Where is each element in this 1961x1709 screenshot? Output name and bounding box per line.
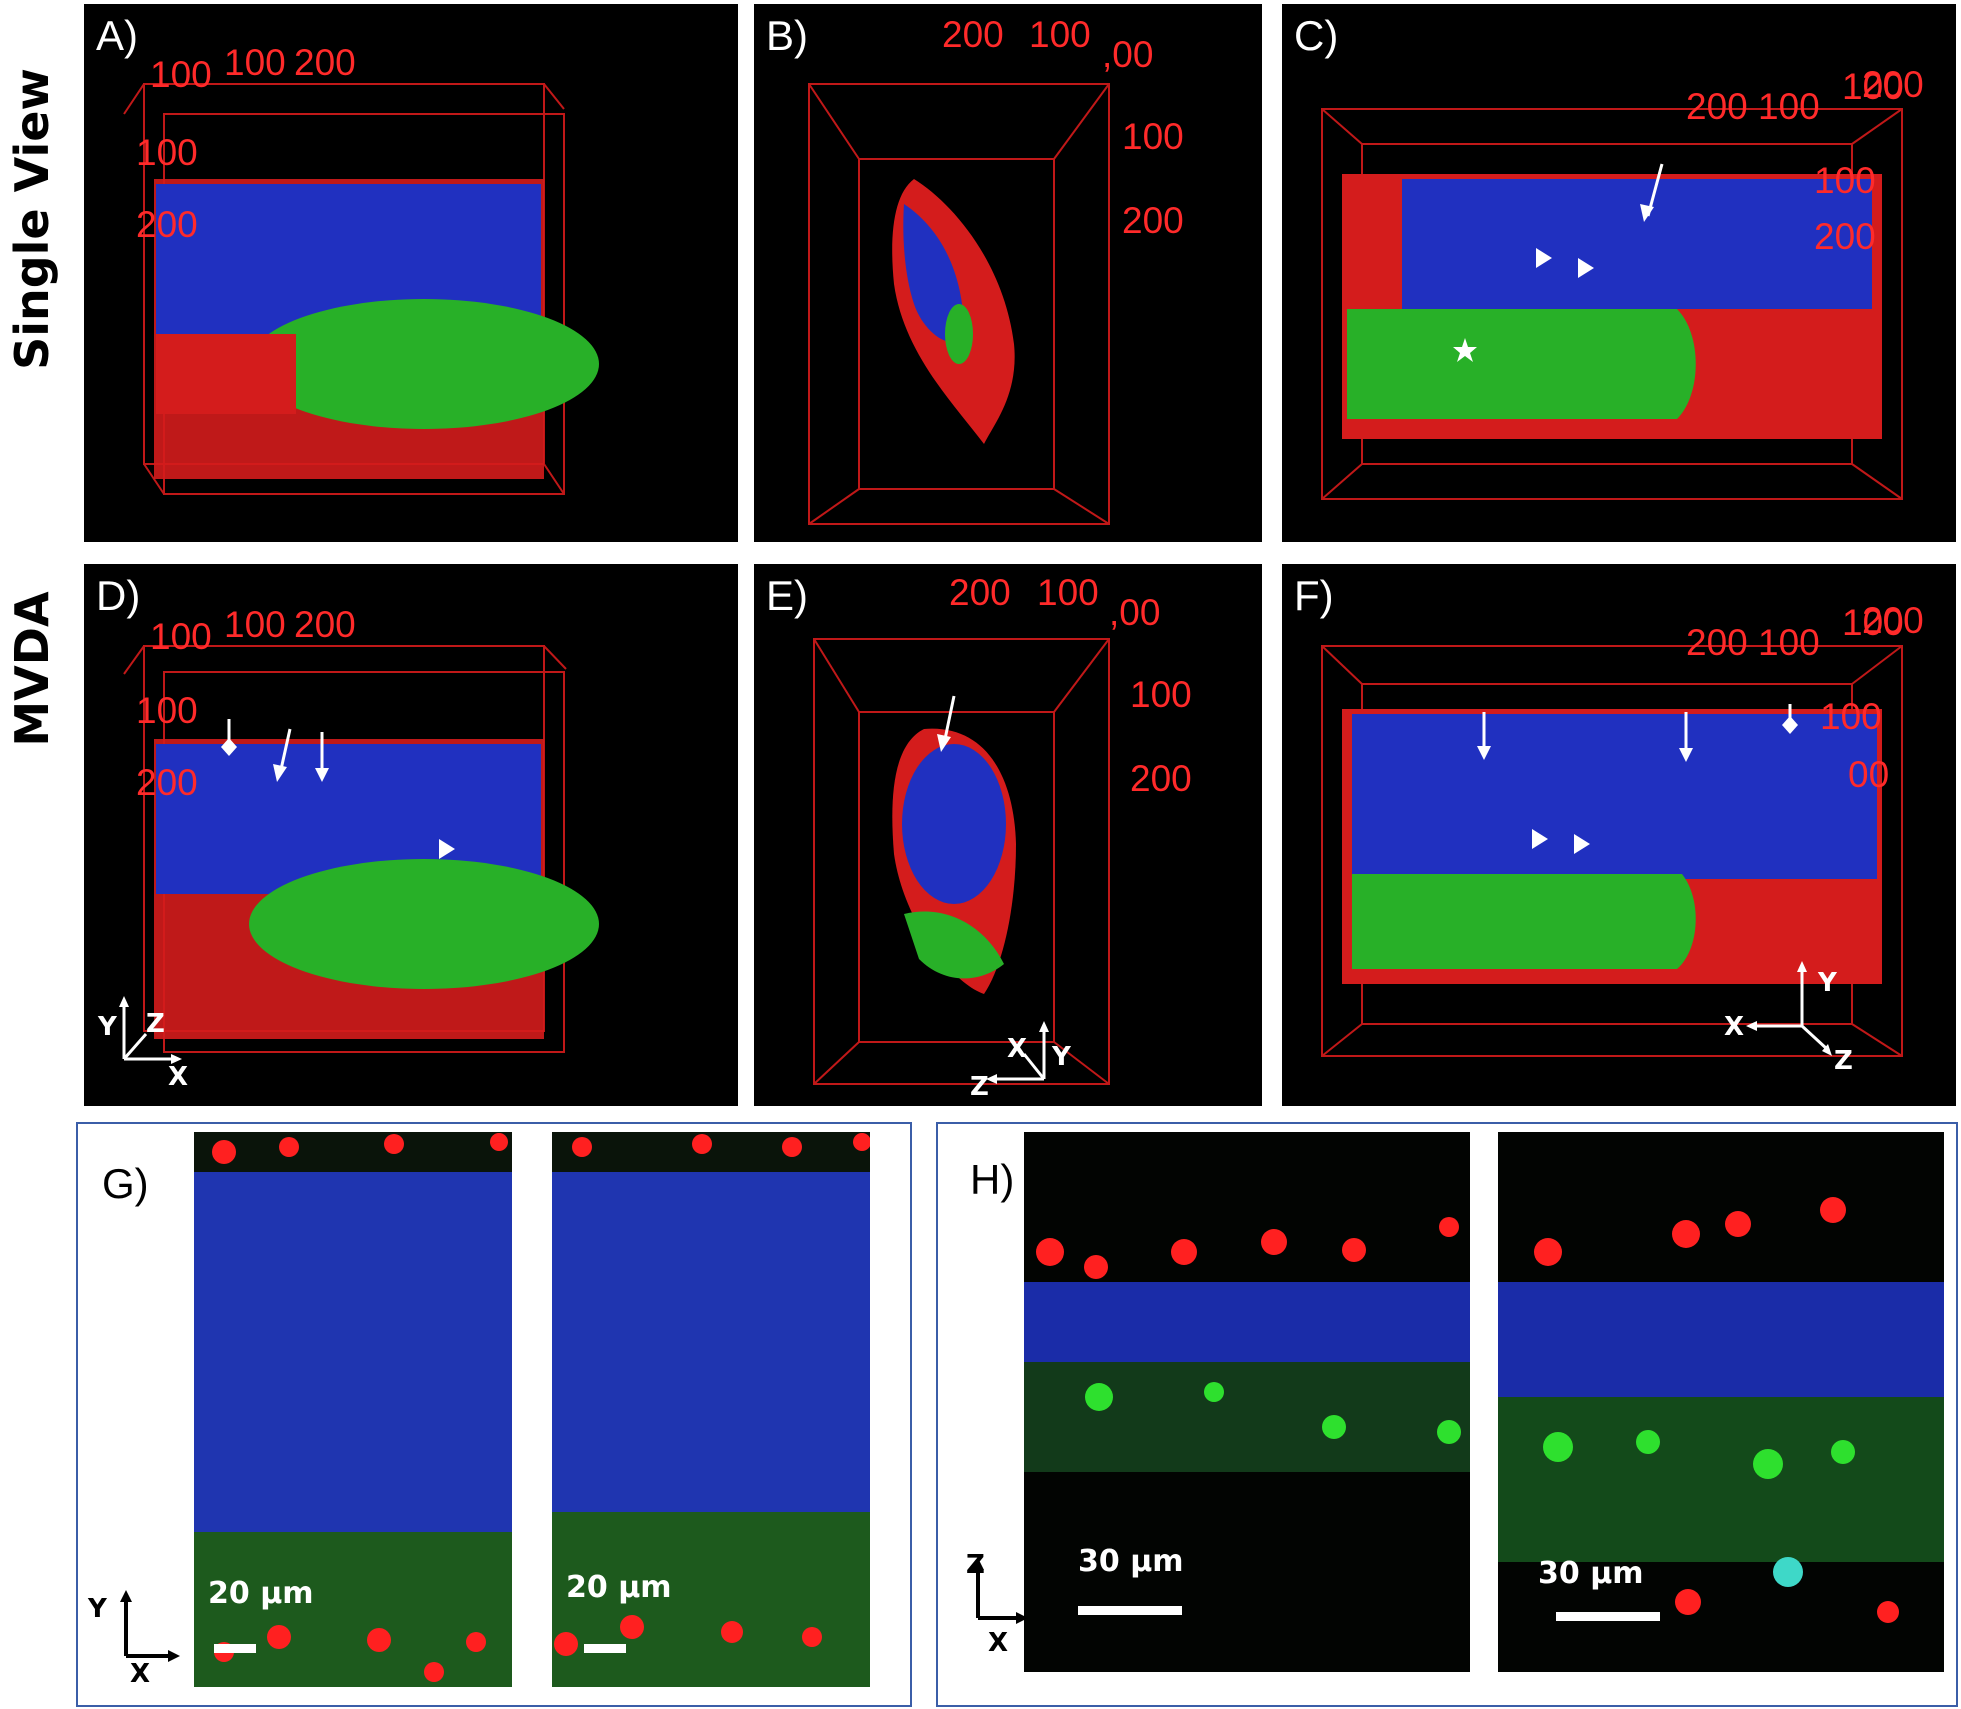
panel-g-scale-right-bar [584,1644,626,1653]
panel-h-image-left: 30 µm [1024,1132,1470,1672]
panel-f-tick-4: 200 [1862,600,1924,641]
panel-h-axis-z: Z [966,1550,985,1580]
panel-d-tick-3: 200 [294,604,356,645]
panel-g-left-render [194,1132,512,1687]
panel-b-tick-4: 100 [1122,116,1184,157]
panel-b-tick-3: ,00 [1102,34,1154,75]
panel-a-tick-3: 200 [294,42,356,83]
panel-f-axis-x: X [1724,1012,1745,1042]
panel-h-left-render [1024,1132,1470,1672]
panel-g-right-render [552,1132,870,1687]
panel-h-right-render [1498,1132,1944,1672]
panel-h-scale-right-label: 30 µm [1538,1556,1644,1591]
panel-a-tick-5: 200 [136,204,198,245]
panel-e-label: E) [766,572,808,619]
panel-g-axis-icon [120,1590,180,1662]
panel-c-tick-4: 200 [1862,64,1924,105]
panel-b-tick-1: 200 [942,14,1004,55]
panel-c-tick-6: 200 [1814,216,1876,257]
panel-d-tick-5: 200 [136,762,198,803]
panel-h-scale-left-bar [1078,1606,1182,1615]
panel-c-tick-5: 100 [1814,160,1876,201]
row-label-mvda: MVDA [5,591,59,747]
panel-c-tick-3: 100 [1842,66,1904,107]
panel-h-label: H) [970,1156,1015,1203]
panel-d-axis-x: X [168,1062,189,1092]
panel-b: B) 200 100 ,00 100 200 [754,4,1262,542]
panel-g-scale-left-label: 20 µm [208,1576,314,1611]
panel-d-tick-2: 100 [224,604,286,645]
panel-g-scale-left-bar [214,1644,256,1653]
panel-b-tick-2: 100 [1029,14,1091,55]
panel-b-tick-5: 200 [1122,200,1184,241]
panel-h-axis-icon [972,1558,1028,1624]
panel-g-image-left: 20 µm [194,1132,512,1687]
panel-e-tick-2: 100 [1037,572,1099,613]
panel-e: E) 200 100 ,00 100 200 X Y Z [754,564,1262,1106]
panel-d-label: D) [96,572,141,619]
panel-c-label: C) [1294,12,1339,59]
panel-f-render [1321,645,1903,1057]
panel-a-label: A) [96,12,138,59]
panel-f-label: F) [1294,572,1334,619]
panel-d-render [123,645,599,1053]
panel-e-axis-x: X [1007,1034,1028,1064]
panel-e-tick-3: ,00 [1109,592,1161,633]
panel-a-render [123,83,599,495]
panel-f-annotations [1477,704,1832,1056]
panel-a-tick-1: 100 [150,54,212,95]
panel-d-annotations [119,719,455,1064]
panel-g: G) 20 µm 20 µm Y X [76,1122,912,1707]
row-label-single-view: Single View [5,68,59,370]
panel-g-axis-y: Y [88,1594,107,1624]
panel-e-tick-4: 100 [1130,674,1192,715]
panel-g-axis-x: X [130,1659,151,1689]
panel-c: C) 200 100 100 200 100 200 [1282,4,1956,542]
panel-f: F) 200 100 100 200 100 00 Y X Z [1282,564,1956,1106]
panel-f-tick-5: 100 [1820,696,1882,737]
panel-f-tick-6: 00 [1848,754,1890,795]
panel-h: H) 30 µm 30 µm [936,1122,1958,1707]
panel-e-tick-5: 200 [1130,758,1192,799]
panel-e-annotations [937,695,1049,1084]
panel-f-tick-1: 200 [1686,622,1748,663]
panel-e-axis-z: Z [970,1072,989,1102]
panel-d-tick-1: 100 [150,616,212,657]
panel-c-render [1321,108,1903,500]
panel-b-label: B) [766,12,808,59]
panel-d-tick-4: 100 [136,690,198,731]
panel-f-axis-z: Z [1834,1046,1853,1076]
panel-f-tick-3: 100 [1842,602,1904,643]
panel-c-tick-2: 100 [1758,86,1820,127]
panel-e-render [813,638,1110,1085]
panel-g-image-right: 20 µm [552,1132,870,1687]
panel-h-scale-right-bar [1556,1612,1660,1621]
panel-g-scale-right-label: 20 µm [566,1570,672,1605]
panel-h-scale-left-label: 30 µm [1078,1544,1184,1579]
panel-c-tick-1: 200 [1686,86,1748,127]
panel-e-tick-1: 200 [949,572,1011,613]
panel-d-axis-z: Z [146,1009,165,1039]
panel-h-image-right: 30 µm [1498,1132,1944,1672]
panel-g-label: G) [102,1160,149,1207]
panel-f-axis-y: Y [1818,968,1837,998]
panel-d: D) 100 100 200 100 200 Y Z X [84,564,738,1106]
panel-h-axis-x: X [988,1628,1009,1658]
panel-a: A) 100 100 200 100 200 [84,4,738,542]
panel-f-tick-2: 100 [1758,622,1820,663]
panel-c-annotations [1453,163,1664,362]
panel-e-axis-y: Y [1052,1042,1071,1072]
panel-a-tick-2: 100 [224,42,286,83]
panel-b-render [808,83,1110,525]
panel-d-axis-y: Y [98,1012,117,1042]
panel-a-tick-4: 100 [136,132,198,173]
